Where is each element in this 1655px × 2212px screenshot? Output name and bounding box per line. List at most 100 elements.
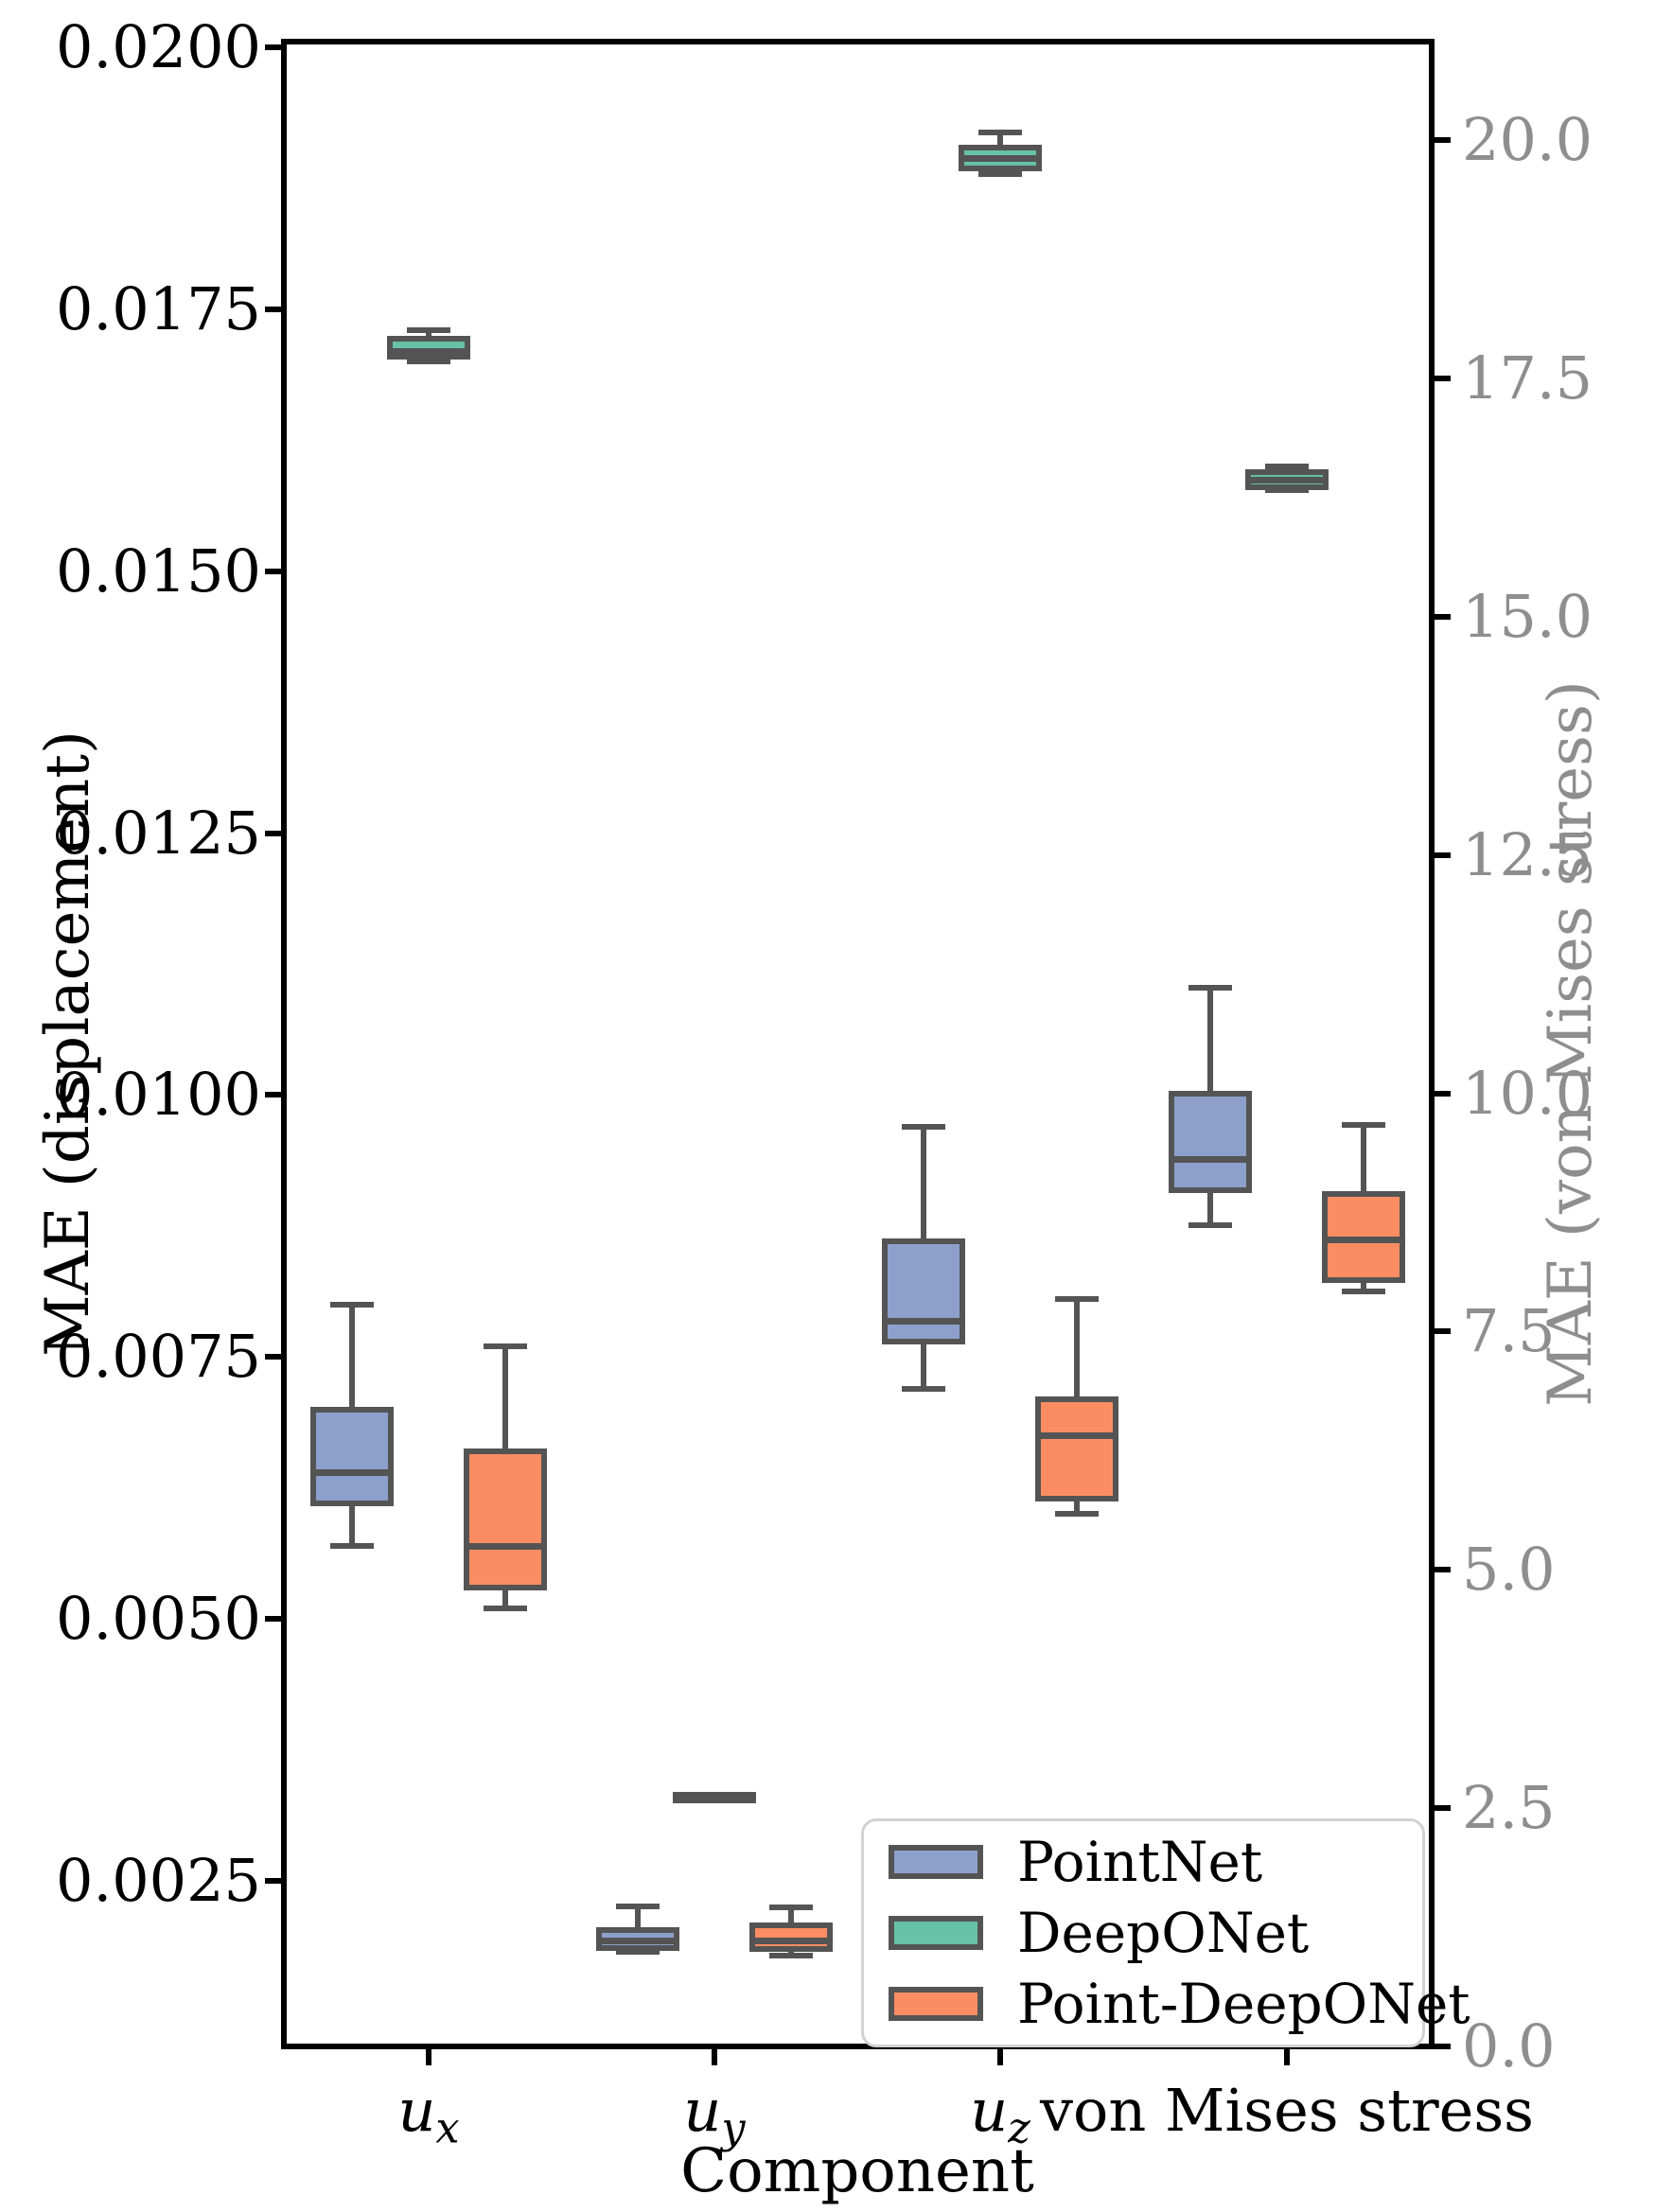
median-line (596, 1938, 679, 1945)
median-line (882, 1317, 965, 1325)
whisker-cap-bottom (1055, 1511, 1099, 1518)
whisker-lower (1074, 1498, 1080, 1515)
whisker-cap-bottom (330, 1542, 374, 1549)
median-line (673, 1793, 756, 1800)
whisker-upper (1361, 1124, 1366, 1195)
box-rect (387, 335, 470, 360)
left-y-tick-mark (265, 830, 284, 836)
whisker-lower (349, 1503, 355, 1546)
left-y-tick-label: 0.0075 (56, 1322, 261, 1392)
whisker-cap-bottom (407, 359, 450, 365)
whisker-cap-bottom (902, 1385, 945, 1392)
whisker-cap-bottom (978, 170, 1022, 177)
whisker-cap-top (978, 129, 1022, 135)
whisker-cap-bottom (1188, 1221, 1232, 1228)
right-y-tick-mark (1432, 1090, 1451, 1097)
legend-label: PointNet (1017, 1830, 1263, 1894)
whisker-cap-top (1055, 1296, 1099, 1303)
right-y-tick-label: 2.5 (1462, 1773, 1556, 1843)
box-rect (310, 1406, 394, 1507)
left-y-tick-label: 0.0150 (56, 535, 261, 606)
right-y-tick-mark (1432, 2044, 1451, 2049)
x-tick-mark (997, 2046, 1003, 2065)
right-y-tick-mark (1432, 1567, 1451, 1573)
x-tick-label-sub: z (1008, 2103, 1030, 2153)
left-y-tick-label: 0.0100 (56, 1060, 261, 1130)
x-tick-label: uy (440, 2073, 989, 2153)
right-y-tick-label: 5.0 (1462, 1535, 1556, 1605)
right-y-tick-label: 0.0 (1462, 2011, 1556, 2080)
median-line (464, 1542, 547, 1550)
left-y-tick-mark (265, 1878, 284, 1884)
whisker-lower (1361, 1279, 1366, 1292)
left-y-tick-mark (265, 306, 284, 312)
legend-swatch (889, 1916, 983, 1950)
legend-entry: DeepONet (889, 1900, 1398, 1966)
legend-label: DeepONet (1017, 1901, 1310, 1965)
box-rect (464, 1448, 547, 1590)
whisker-cap-bottom (484, 1606, 527, 1612)
legend-swatch (889, 1845, 983, 1879)
whisker-cap-top (407, 327, 450, 333)
x-tick-label-main: u (970, 2076, 1009, 2145)
legend-label: Point-DeepONet (1017, 1972, 1470, 2036)
right-y-tick-mark (1432, 1805, 1451, 1812)
left-y-tick-mark (265, 1616, 284, 1623)
whisker-cap-top (484, 1343, 527, 1350)
left-y-tick-label: 0.0050 (56, 1584, 261, 1654)
right-y-axis-title: MAE (von Mises stress) (1536, 680, 1606, 1407)
whisker-upper (788, 1906, 794, 1925)
median-line (1035, 1432, 1118, 1440)
whisker-lower (502, 1587, 508, 1609)
median-line (1322, 1236, 1405, 1243)
x-tick-label-main: u (683, 2076, 722, 2145)
right-y-tick-mark (1432, 137, 1451, 143)
right-y-tick-label: 7.5 (1462, 1296, 1556, 1366)
x-tick-label-main: u (397, 2076, 436, 2145)
median-line (310, 1469, 394, 1477)
whisker-cap-bottom (1342, 1289, 1385, 1295)
x-tick-label-main: von Mises stress (1039, 2076, 1535, 2145)
whisker-cap-top (1265, 463, 1309, 469)
whisker-cap-top (616, 1903, 660, 1909)
box-rect (749, 1922, 833, 1952)
median-line (1169, 1156, 1252, 1164)
right-y-tick-label: 10.0 (1462, 1058, 1593, 1128)
box-rect (882, 1238, 965, 1344)
median-line (387, 348, 470, 356)
plot-area-border (281, 39, 1435, 2049)
median-line (1245, 476, 1329, 483)
x-tick-label: von Mises stress (1012, 2073, 1561, 2149)
x-tick-mark (426, 2046, 431, 2065)
whisker-lower (788, 1948, 794, 1956)
left-y-tick-mark (265, 1354, 284, 1361)
right-y-tick-label: 12.5 (1462, 819, 1593, 889)
whisker-upper (502, 1346, 508, 1451)
whisker-upper (997, 132, 1003, 149)
whisker-cap-top (1342, 1121, 1385, 1128)
legend-swatch (889, 1987, 983, 2021)
left-y-tick-mark (265, 1092, 284, 1098)
whisker-cap-top (902, 1123, 945, 1130)
median-line (749, 1938, 833, 1945)
x-axis-title: Component (680, 2136, 1034, 2206)
left-y-tick-label: 0.0025 (56, 1846, 261, 1915)
whisker-cap-bottom (616, 1949, 660, 1956)
box-rect (1035, 1396, 1118, 1501)
x-tick-label: ux (154, 2073, 703, 2152)
legend: PointNet DeepONet Point-DeepONet (861, 1818, 1470, 2047)
median-line (959, 155, 1042, 163)
left-y-tick-mark (265, 568, 284, 574)
left-y-tick-label: 0.0125 (56, 798, 261, 868)
x-tick-mark (712, 2046, 717, 2065)
whisker-cap-bottom (1265, 486, 1309, 493)
x-tick-label-sub: y (721, 2103, 746, 2153)
right-y-tick-label: 20.0 (1462, 105, 1593, 174)
whisker-cap-top (330, 1301, 374, 1308)
whisker-lower (1207, 1190, 1213, 1225)
whisker-upper (349, 1304, 355, 1410)
whisker-upper (1207, 987, 1213, 1094)
whisker-upper (635, 1905, 641, 1931)
whisker-upper (921, 1126, 926, 1242)
